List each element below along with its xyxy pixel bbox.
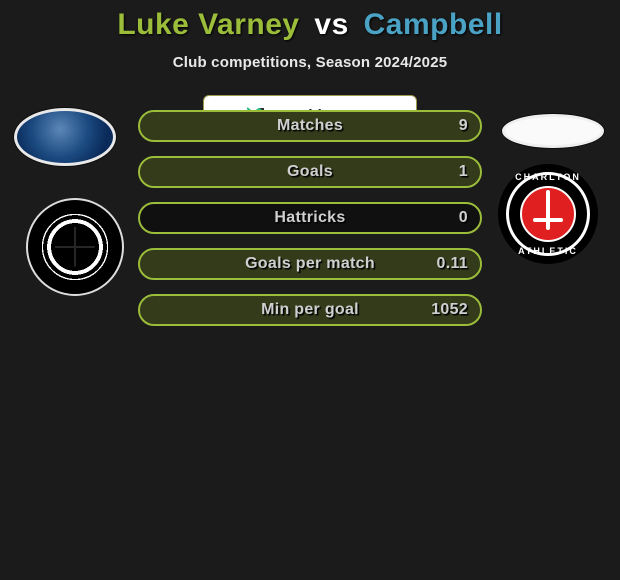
subtitle: Club competitions, Season 2024/2025 [0, 54, 620, 71]
comparison-title: Luke Varney vs Campbell [0, 0, 620, 42]
player2-avatar [502, 114, 604, 148]
stat-value-left: 9 [459, 117, 468, 135]
player1-name: Luke Varney [117, 8, 299, 41]
stat-row: Goals 1 [138, 156, 482, 188]
stat-value-left: 1 [459, 163, 468, 181]
stat-row: Matches 9 [138, 110, 482, 142]
player2-club-badge: CHARLTON ATHLETIC [498, 164, 598, 264]
badge-text: CHARLTON ATHLETIC [498, 164, 598, 264]
badge-text-top: CHARLTON [498, 172, 598, 182]
badge-text-bottom: ATHLETIC [498, 246, 598, 256]
player1-club-badge [26, 198, 124, 296]
stat-value-left: 0.11 [437, 255, 468, 273]
stat-bars: Matches 9 Goals 1 Hattricks 0 Goals per match 0… [138, 110, 482, 340]
stat-value-left: 0 [459, 209, 468, 227]
stat-row: Min per goal 1052 [138, 294, 482, 326]
player1-avatar [14, 108, 116, 166]
stat-label: Matches [277, 117, 343, 135]
vs-label: vs [314, 8, 348, 41]
stat-label: Hattricks [274, 209, 345, 227]
player2-name: Campbell [364, 8, 503, 41]
stat-label: Goals [287, 163, 333, 181]
stat-label: Goals per match [245, 255, 375, 273]
stat-row: Goals per match 0.11 [138, 248, 482, 280]
stat-row: Hattricks 0 [138, 202, 482, 234]
stat-label: Min per goal [261, 301, 359, 319]
stat-value-left: 1052 [431, 301, 468, 319]
